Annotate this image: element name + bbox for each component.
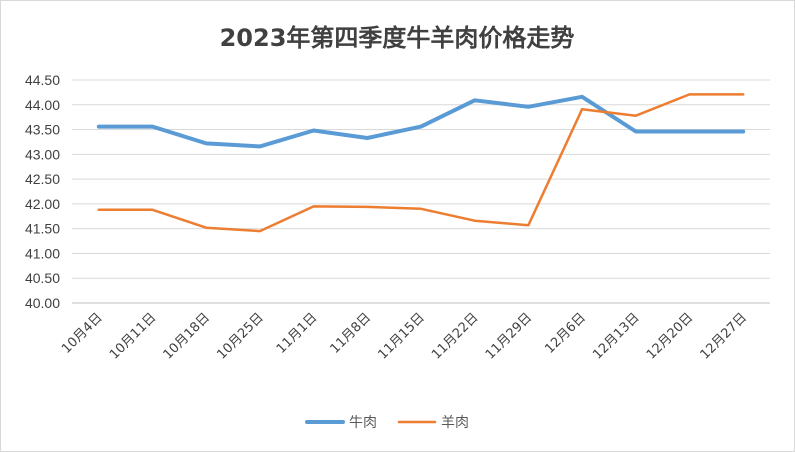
chart-title: 2023年第四季度牛羊肉价格走势 bbox=[220, 24, 575, 52]
y-tick-label: 41.00 bbox=[25, 245, 60, 261]
x-tick-label: 10月11日 bbox=[107, 310, 159, 362]
y-tick-label: 44.50 bbox=[25, 72, 60, 88]
x-tick-label: 12月27日 bbox=[698, 310, 750, 362]
x-tick-label: 11月29日 bbox=[483, 310, 535, 362]
y-tick-label: 43.00 bbox=[25, 146, 60, 162]
gridlines bbox=[72, 79, 770, 304]
legend-entry: 羊肉 bbox=[397, 415, 469, 431]
x-tick-label: 11月8日 bbox=[328, 310, 375, 357]
y-tick-label: 43.50 bbox=[25, 122, 60, 138]
x-tick-label: 12月20日 bbox=[644, 310, 696, 362]
legend-entry: 牛肉 bbox=[305, 415, 377, 431]
y-tick-label: 41.50 bbox=[25, 221, 60, 237]
x-tick-label: 12月13日 bbox=[590, 310, 642, 362]
x-tick-label: 11月1日 bbox=[274, 310, 321, 357]
legend: 牛肉 羊肉 bbox=[305, 415, 469, 431]
series-line-2 bbox=[97, 93, 745, 233]
y-axis-ticks: 40.00 40.50 41.00 41.50 42.00 42.50 43.00 43.50… bbox=[25, 72, 60, 311]
series-lines bbox=[96, 93, 746, 233]
y-tick-label: 42.00 bbox=[25, 196, 60, 212]
legend-label: 牛肉 bbox=[349, 415, 377, 431]
y-tick-label: 40.00 bbox=[25, 295, 60, 311]
x-tick-label: 10月18日 bbox=[161, 310, 213, 362]
x-tick-label: 10月4日 bbox=[59, 310, 106, 357]
x-tick-label: 11月22日 bbox=[429, 310, 481, 362]
legend-label: 羊肉 bbox=[441, 415, 469, 431]
x-tick-label: 12月6日 bbox=[542, 310, 589, 357]
x-axis-ticks: 10月4日 10月11日 10月18日 10月25日 11月1日 11月8日 11月15日 1… bbox=[59, 310, 750, 362]
x-tick-label: 11月15日 bbox=[375, 310, 427, 362]
y-tick-label: 44.00 bbox=[25, 97, 60, 113]
y-tick-label: 40.50 bbox=[25, 270, 60, 286]
x-tick-label: 10月25日 bbox=[214, 310, 266, 362]
y-tick-label: 42.50 bbox=[25, 171, 60, 187]
series-line-1 bbox=[96, 94, 746, 149]
